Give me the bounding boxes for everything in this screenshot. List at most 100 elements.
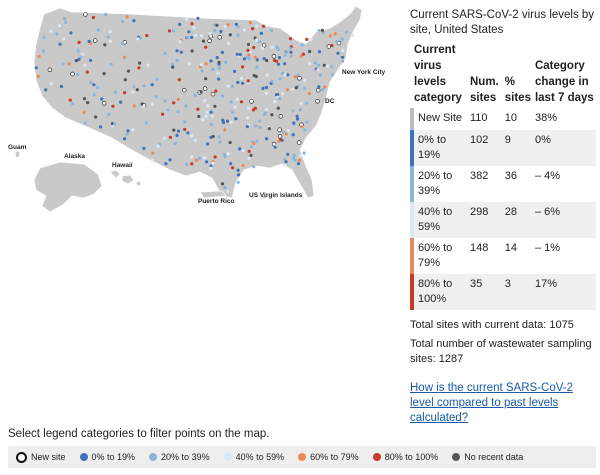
site-dot[interactable] <box>285 50 289 54</box>
site-dot[interactable] <box>83 121 87 125</box>
site-dot[interactable] <box>252 165 256 169</box>
site-dot[interactable] <box>109 39 113 43</box>
site-dot[interactable] <box>209 164 213 168</box>
site-dot[interactable] <box>77 40 81 45</box>
site-dot[interactable] <box>162 136 166 140</box>
site-dot[interactable] <box>303 128 307 132</box>
site-dot[interactable] <box>175 49 179 53</box>
legend-item-20-39[interactable]: 20% to 39% <box>149 452 210 462</box>
legend-item-0-19[interactable]: 0% to 19% <box>79 452 135 462</box>
site-dot[interactable] <box>82 97 87 101</box>
site-dot[interactable] <box>235 97 239 101</box>
site-dot[interactable] <box>300 125 304 129</box>
site-dot[interactable] <box>325 64 329 68</box>
site-dot[interactable] <box>270 45 274 49</box>
site-dot[interactable] <box>123 78 127 82</box>
site-dot[interactable] <box>309 38 313 42</box>
site-dot[interactable] <box>275 59 279 63</box>
site-dot[interactable] <box>253 106 257 110</box>
site-dot[interactable] <box>320 28 324 32</box>
site-dot[interactable] <box>259 31 263 35</box>
site-dot[interactable] <box>291 109 295 113</box>
site-dot[interactable] <box>74 59 78 63</box>
site-dot[interactable] <box>135 88 139 92</box>
site-dot[interactable] <box>302 151 306 155</box>
site-dot[interactable] <box>132 19 136 23</box>
site-dot[interactable] <box>226 41 230 45</box>
site-dot[interactable] <box>182 87 187 93</box>
site-dot[interactable] <box>208 31 212 35</box>
site-dot[interactable] <box>317 63 321 67</box>
site-dot[interactable] <box>219 29 223 34</box>
site-dot[interactable] <box>205 110 209 114</box>
site-dot[interactable] <box>99 125 103 129</box>
site-dot[interactable] <box>264 108 269 112</box>
site-dot[interactable] <box>289 50 293 54</box>
site-dot[interactable] <box>217 135 221 139</box>
site-dot[interactable] <box>228 140 232 145</box>
site-dot[interactable] <box>119 100 123 104</box>
site-dot[interactable] <box>96 28 100 32</box>
site-dot[interactable] <box>241 81 245 85</box>
site-dot[interactable] <box>280 71 284 76</box>
site-dot[interactable] <box>226 189 230 193</box>
site-dot[interactable] <box>190 155 194 159</box>
site-dot[interactable] <box>233 105 237 109</box>
site-dot[interactable] <box>236 180 240 184</box>
us-map-svg[interactable] <box>0 0 402 240</box>
site-dot[interactable] <box>55 32 59 36</box>
site-dot[interactable] <box>249 145 254 149</box>
site-dot[interactable] <box>96 86 100 90</box>
site-dot[interactable] <box>252 45 256 50</box>
site-dot[interactable] <box>254 74 258 79</box>
site-dot[interactable] <box>223 185 227 190</box>
site-dot[interactable] <box>289 54 293 58</box>
site-dot[interactable] <box>62 16 67 21</box>
site-dot[interactable] <box>350 33 354 38</box>
site-dot[interactable] <box>211 67 215 71</box>
site-dot[interactable] <box>265 73 269 77</box>
site-dot[interactable] <box>276 47 280 52</box>
site-dot[interactable] <box>297 158 302 162</box>
site-dot[interactable] <box>215 56 219 60</box>
site-dot[interactable] <box>193 93 197 97</box>
site-dot[interactable] <box>186 131 190 135</box>
site-dot[interactable] <box>76 49 80 53</box>
site-dot[interactable] <box>137 66 141 70</box>
site-dot[interactable] <box>284 132 288 136</box>
site-dot[interactable] <box>155 77 159 81</box>
site-dot[interactable] <box>302 86 307 90</box>
site-dot[interactable] <box>320 88 325 92</box>
site-dot[interactable] <box>221 182 225 186</box>
site-dot[interactable] <box>132 104 136 108</box>
site-dot[interactable] <box>109 62 113 66</box>
site-dot[interactable] <box>172 128 176 132</box>
site-dot[interactable] <box>238 147 242 151</box>
site-dot[interactable] <box>298 154 302 158</box>
site-dot[interactable] <box>226 152 230 156</box>
site-dot[interactable] <box>101 101 107 106</box>
site-dot[interactable] <box>236 168 240 172</box>
site-dot[interactable] <box>150 83 154 87</box>
site-dot[interactable] <box>293 75 297 79</box>
site-dot[interactable] <box>340 55 345 59</box>
site-dot[interactable] <box>161 112 165 116</box>
site-dot[interactable] <box>200 34 204 38</box>
site-dot[interactable] <box>247 149 251 153</box>
site-dot[interactable] <box>163 51 167 56</box>
site-dot[interactable] <box>175 133 179 137</box>
site-dot[interactable] <box>283 157 287 161</box>
site-dot[interactable] <box>224 60 228 64</box>
site-map[interactable]: New York City DC Guam Alaska Hawaii Puer… <box>0 0 402 240</box>
site-dot[interactable] <box>206 104 210 108</box>
site-dot[interactable] <box>94 115 98 119</box>
site-dot[interactable] <box>278 114 283 119</box>
site-dot[interactable] <box>313 61 317 65</box>
site-dot[interactable] <box>122 55 126 59</box>
site-dot[interactable] <box>171 29 175 33</box>
site-dot[interactable] <box>173 141 177 145</box>
site-dot[interactable] <box>247 42 251 47</box>
site-dot[interactable] <box>225 119 230 123</box>
site-dot[interactable] <box>265 58 269 63</box>
site-dot[interactable] <box>301 52 305 56</box>
